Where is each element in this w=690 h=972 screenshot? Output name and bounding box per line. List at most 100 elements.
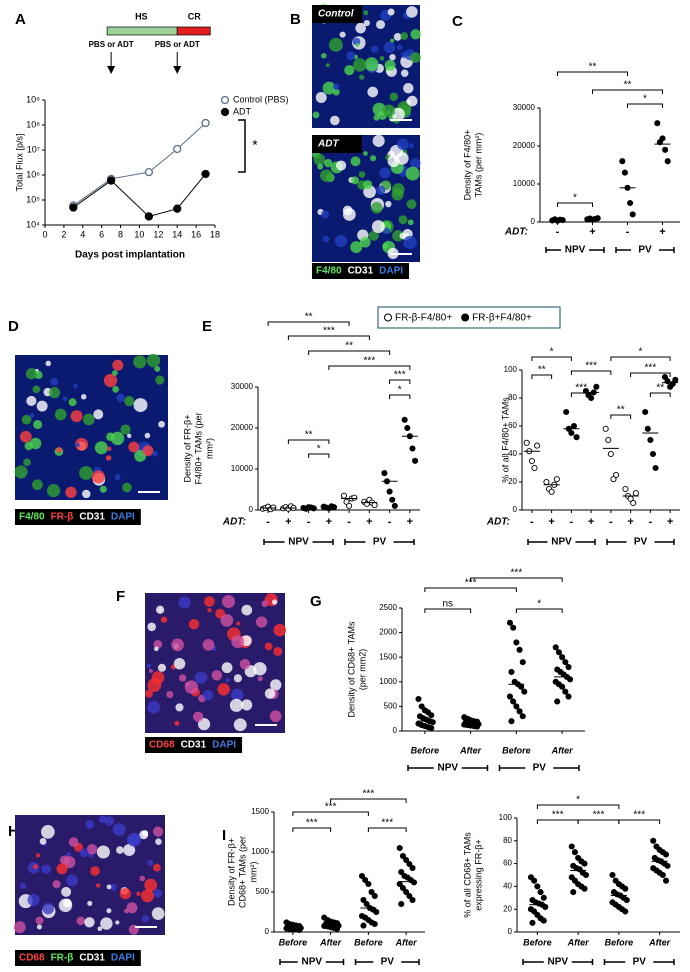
data-point — [654, 120, 661, 127]
cell — [40, 825, 55, 839]
group-label: PV — [381, 957, 395, 968]
data-point — [409, 445, 416, 452]
cell — [142, 445, 154, 457]
x-tick-label: - — [649, 516, 653, 528]
data-point — [531, 464, 538, 472]
cell — [312, 111, 320, 119]
data-point — [396, 844, 403, 852]
cell — [36, 924, 42, 930]
micrograph — [145, 593, 287, 733]
sig-bracket — [570, 370, 612, 375]
cell — [328, 37, 343, 52]
data-point — [594, 215, 601, 222]
data-point — [581, 860, 588, 867]
x-tick-label: 0 — [42, 229, 47, 239]
stain-label: F4/80 — [316, 266, 342, 277]
sig-bracket — [570, 392, 592, 397]
cell — [220, 613, 234, 627]
x-tick-label: - — [556, 226, 560, 238]
cell — [45, 360, 52, 367]
data-point — [412, 457, 419, 464]
data-point — [386, 488, 393, 495]
x-tick-label: Before — [605, 937, 634, 947]
cell — [115, 920, 120, 925]
data-point — [555, 649, 562, 656]
data-point — [554, 698, 561, 705]
micrograph — [14, 353, 168, 500]
data-point — [537, 889, 544, 896]
cell — [50, 377, 59, 386]
sig-label: * — [639, 347, 643, 358]
cell — [367, 86, 379, 98]
cell — [202, 639, 215, 651]
cell — [145, 689, 154, 698]
x-tick-label: 2 — [61, 229, 66, 239]
cell — [401, 51, 408, 58]
legend-marker — [220, 107, 230, 117]
data-point — [659, 871, 666, 879]
sig-bracket — [515, 608, 563, 613]
cell — [119, 888, 131, 900]
data-point — [391, 502, 398, 509]
cell — [370, 155, 377, 162]
cell — [100, 917, 113, 930]
y-tick-label: 100 — [499, 813, 513, 822]
data-point — [201, 169, 210, 179]
cell — [321, 210, 330, 219]
data-point — [605, 436, 612, 444]
cell — [175, 703, 184, 712]
x-tick-label: After — [459, 745, 481, 755]
data-point — [510, 624, 517, 631]
cell — [136, 891, 141, 896]
panel-letter: E — [202, 318, 212, 335]
stain-label: FR-β — [51, 512, 74, 523]
data-point — [399, 884, 406, 892]
cell — [353, 58, 367, 72]
cell — [90, 866, 100, 876]
cell — [144, 432, 151, 439]
annotation: * — [252, 137, 258, 153]
cell — [410, 52, 421, 63]
cell — [157, 663, 166, 672]
cell — [194, 671, 208, 684]
cell — [140, 889, 154, 903]
x-tick-label: - — [626, 226, 630, 238]
cell — [350, 156, 361, 167]
data-point — [519, 659, 526, 666]
sig-bracket — [470, 577, 563, 582]
group-line — [615, 247, 675, 253]
sig-label: *** — [645, 363, 657, 374]
sig-label: * — [576, 795, 580, 806]
cell — [110, 431, 125, 446]
cell — [368, 230, 379, 241]
data-point — [473, 723, 481, 730]
data-point — [144, 168, 154, 177]
cell — [400, 69, 409, 78]
sig-label: *** — [325, 802, 337, 813]
legend-label: FR-β+F4/80+ — [472, 313, 532, 324]
sig-label: * — [550, 347, 554, 358]
cell — [79, 466, 93, 480]
y-axis-label: mm²) — [248, 862, 258, 883]
group-line — [527, 539, 596, 545]
legend-marker — [384, 313, 392, 322]
cell — [379, 167, 391, 179]
cell — [106, 908, 112, 914]
y-axis-label: Density of FR-β+ — [226, 838, 236, 906]
data-point — [661, 373, 668, 381]
y-axis-label: TAMs (per mm²) — [473, 133, 483, 198]
data-point — [513, 639, 520, 646]
cell — [35, 853, 41, 858]
cell — [333, 83, 340, 90]
cell — [241, 699, 253, 711]
sig-label: * — [537, 599, 541, 610]
group-line — [522, 959, 594, 965]
data-point — [659, 135, 666, 142]
data-point — [508, 718, 515, 725]
sig-label: *** — [306, 818, 318, 829]
cell — [152, 450, 158, 457]
data-point — [506, 693, 514, 700]
data-point — [540, 917, 547, 924]
cell — [134, 450, 147, 462]
data-point — [552, 644, 559, 651]
